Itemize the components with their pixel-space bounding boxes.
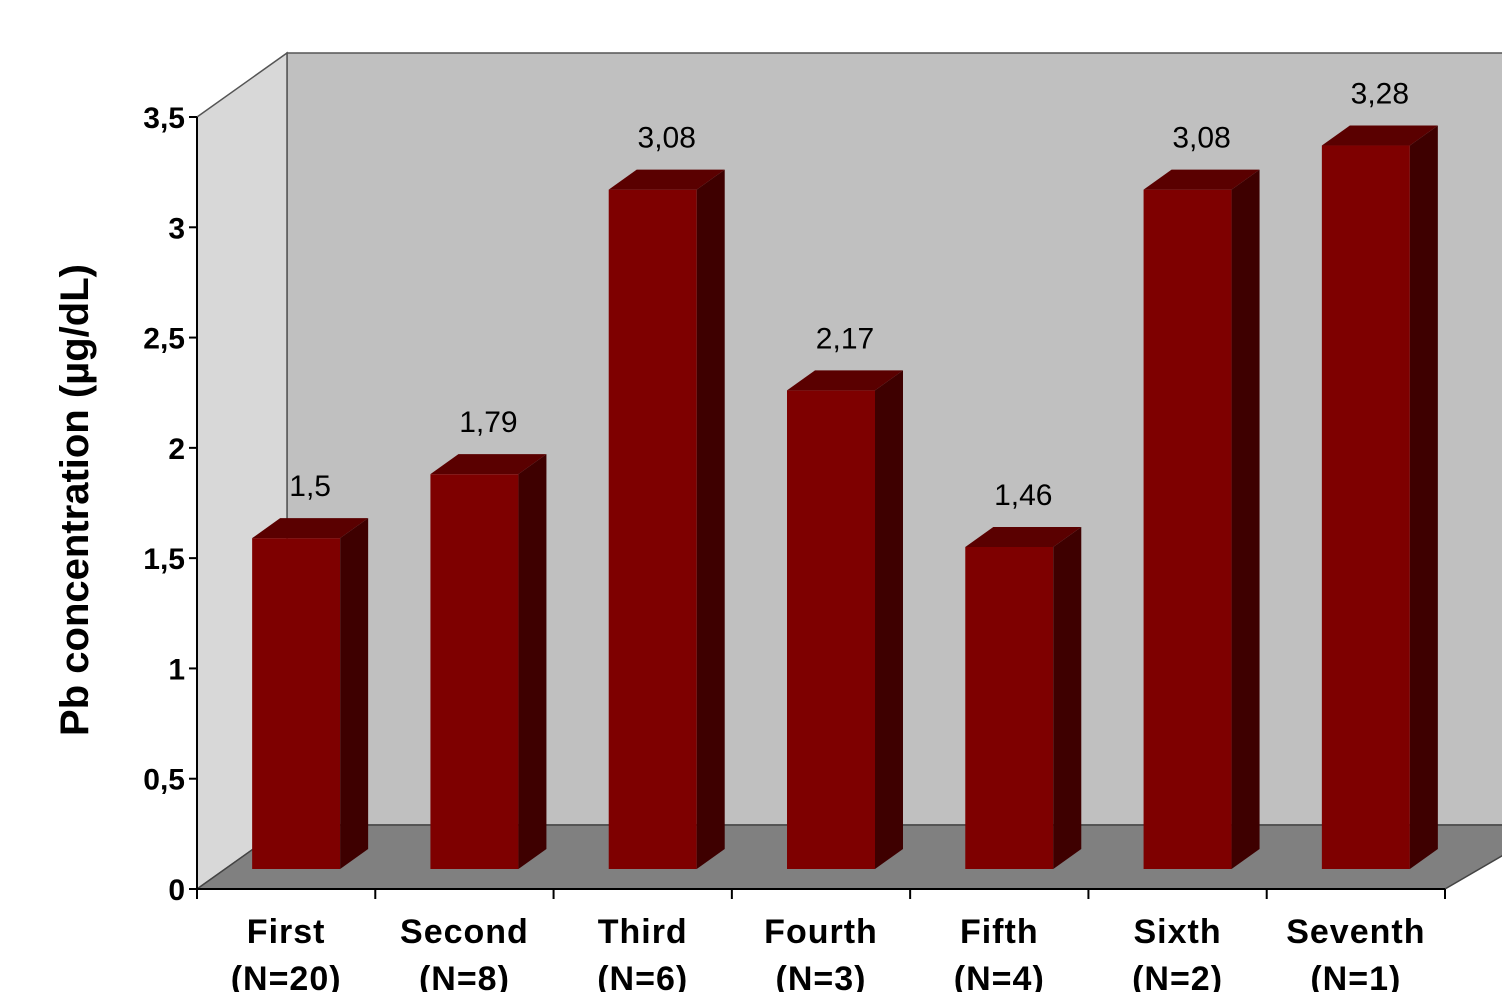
- data-label: 1,5: [289, 470, 331, 503]
- x-category-count: (N=6): [597, 960, 688, 992]
- bar-side: [696, 169, 725, 869]
- data-label: 3,08: [638, 122, 696, 155]
- y-tick-label: 2: [168, 433, 185, 466]
- bar-side: [1053, 526, 1082, 869]
- data-label: 1,79: [459, 406, 517, 439]
- y-tick-label: 3: [168, 212, 185, 245]
- bar-front: [608, 189, 697, 869]
- bar-side: [340, 518, 369, 869]
- bar-top: [430, 454, 547, 475]
- x-category-label: Second: [400, 913, 529, 951]
- x-category-label: Third: [598, 913, 688, 951]
- bar-side: [1409, 125, 1438, 870]
- bar-front: [965, 546, 1054, 869]
- x-category-label: Fourth: [764, 913, 878, 951]
- bar: [787, 370, 903, 869]
- x-category-count: (N=2): [1132, 960, 1223, 992]
- x-category-label: Sixth: [1134, 913, 1222, 951]
- bar-front: [787, 390, 875, 869]
- axes-group: 0 0,5 1 1,5 2 2,5 3 3,5 First (N=20) Second (N=8) Th…: [143, 102, 1446, 992]
- y-tick-label: 1: [168, 653, 185, 686]
- bar: [430, 454, 547, 869]
- x-category-count: (N=4): [954, 960, 1045, 992]
- bar-top: [965, 526, 1082, 547]
- bar-top: [252, 518, 369, 539]
- data-label: 3,08: [1172, 122, 1230, 155]
- x-category-count: (N=3): [776, 960, 867, 992]
- y-tick-label: 0: [168, 874, 185, 907]
- y-axis-title: Pb concentration (µg/dL): [53, 264, 97, 736]
- bar-top: [608, 169, 725, 190]
- y-tick-label: 3,5: [143, 102, 185, 135]
- data-label: 3,28: [1351, 78, 1409, 111]
- bar-side: [875, 370, 903, 869]
- bar-side: [1231, 169, 1260, 869]
- bar-top: [787, 370, 903, 391]
- data-label: 2,17: [816, 322, 874, 355]
- bar-front: [430, 474, 519, 869]
- y-tick-label: 1,5: [143, 543, 185, 576]
- y-tick-label: 0,5: [143, 764, 185, 797]
- bar-top: [1143, 169, 1260, 190]
- bar: [252, 518, 369, 869]
- x-category-count: (N=1): [1310, 960, 1401, 992]
- bar-front: [252, 538, 341, 869]
- bar-top: [1321, 125, 1438, 146]
- x-category-count: (N=20): [231, 960, 342, 992]
- bar: [1143, 169, 1260, 869]
- x-category-label: First: [247, 913, 326, 951]
- bar: [608, 169, 725, 869]
- x-category-label: Fifth: [960, 913, 1039, 951]
- bar-front: [1321, 145, 1410, 870]
- bars-group: 1,5 1,79 3,08 2,17 1,46 3,08 3,28: [252, 78, 1438, 870]
- data-label: 1,46: [994, 479, 1052, 512]
- bar-side: [518, 454, 547, 869]
- bar: [1321, 125, 1438, 870]
- x-category-count: (N=8): [419, 960, 510, 992]
- x-category-label: Seventh: [1286, 913, 1425, 951]
- bar-front: [1143, 189, 1232, 869]
- bar: [965, 526, 1082, 869]
- y-tick-label: 2,5: [143, 323, 185, 356]
